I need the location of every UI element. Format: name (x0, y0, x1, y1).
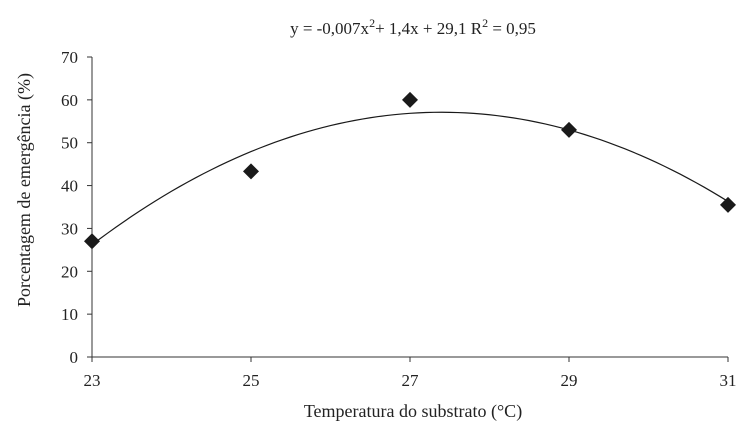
regression-equation: y = -0,007x2+ 1,4x + 29,1 R2 = 0,95 (290, 16, 536, 38)
y-tick-label: 60 (61, 91, 78, 110)
equation-superscript-x: 2 (369, 16, 375, 30)
y-axis-title: Porcentagem de emergência (%) (14, 73, 35, 307)
y-tick-label: 40 (61, 177, 78, 196)
equation-main: y = -0,007x (290, 19, 369, 38)
x-tick-labels: 23 25 27 29 31 (84, 371, 736, 390)
y-tick-label: 50 (61, 134, 78, 153)
data-points (84, 91, 736, 250)
y-tick-label: 10 (61, 305, 78, 324)
trendline (91, 111, 729, 246)
x-tick-label: 23 (84, 371, 101, 390)
data-point-diamond (561, 121, 577, 138)
data-point-diamond (402, 91, 418, 108)
equation-end: = 0,95 (488, 19, 536, 38)
y-tick-label: 70 (61, 48, 78, 67)
axes (87, 56, 729, 362)
data-point-diamond (243, 163, 259, 180)
y-tick-label: 30 (61, 219, 78, 238)
data-point-diamond (84, 233, 100, 250)
data-point-diamond (720, 196, 736, 213)
x-tick-label: 25 (243, 371, 260, 390)
x-tick-label: 27 (402, 371, 420, 390)
y-tick-label: 0 (70, 348, 79, 367)
equation-middle: + 1,4x + 29,1 R (375, 19, 483, 38)
x-tick-label: 31 (720, 371, 736, 390)
x-tick-label: 29 (561, 371, 578, 390)
equation-superscript-r: 2 (482, 16, 488, 30)
y-tick-labels: 0 10 20 30 40 50 60 70 (61, 48, 78, 367)
y-tick-label: 20 (61, 262, 78, 281)
x-axis-title: Temperatura do substrato (°C) (304, 401, 522, 422)
